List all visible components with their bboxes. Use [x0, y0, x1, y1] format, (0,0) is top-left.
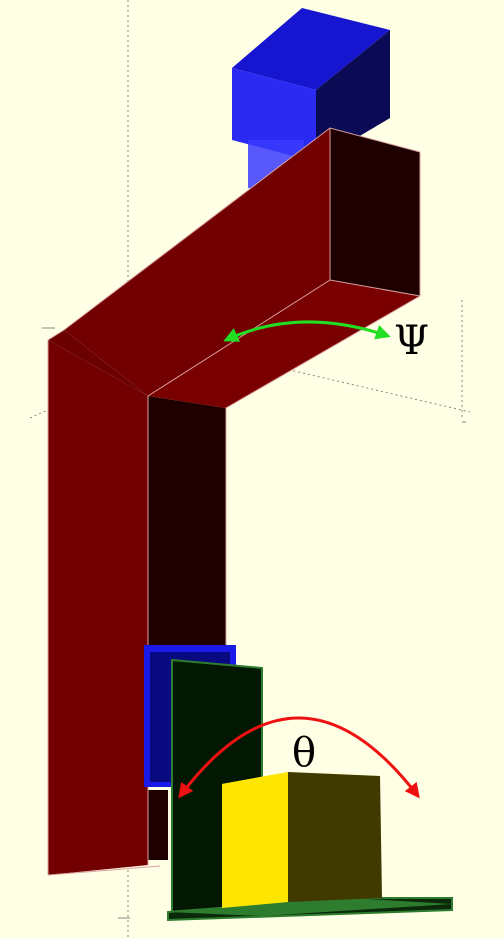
arm-beam-end-face [330, 128, 420, 296]
theta-label: θ [292, 730, 316, 776]
payload-block [222, 772, 382, 908]
arm-structure [47, 127, 421, 876]
arm-column-inner-face [148, 396, 226, 660]
psi-label: Ψ [394, 318, 429, 364]
psi-arrow [223, 320, 391, 342]
arm-beam-bottom-face [148, 280, 420, 408]
theta-arrow [178, 716, 420, 799]
arm-bottom-edge [47, 865, 161, 876]
block-side-face [288, 772, 382, 902]
top-motor-top-face [232, 8, 390, 90]
top-motor-front-face [232, 68, 316, 162]
arm-outline [47, 127, 421, 875]
block-front-face [222, 772, 288, 908]
plate-base-top [168, 898, 452, 916]
arm-column-side-face [48, 330, 148, 396]
arm-beam-front-face [64, 128, 330, 396]
arm-column-front-face [48, 340, 148, 875]
